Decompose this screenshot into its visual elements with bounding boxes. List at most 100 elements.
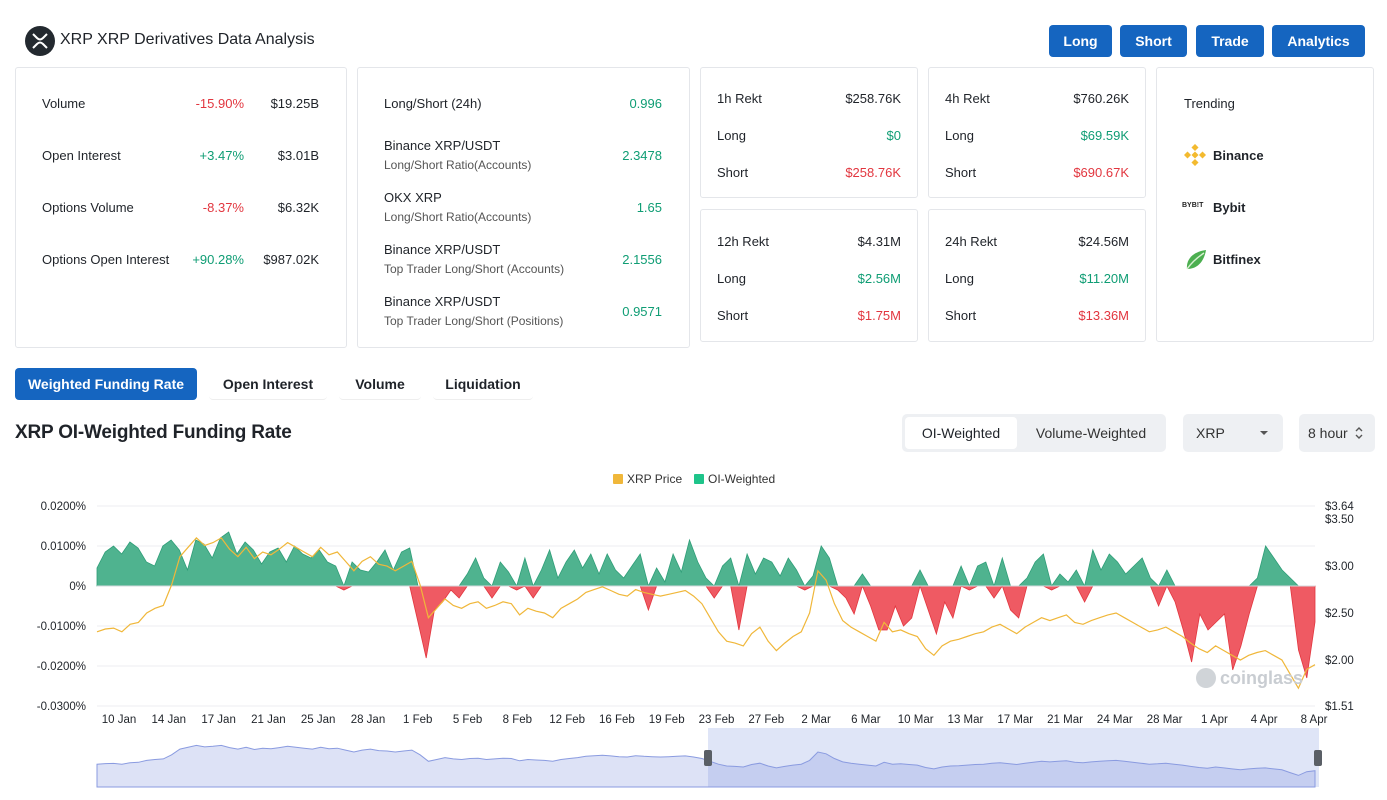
ratio-subtitle: Long/Short Ratio(Accounts) [384,158,532,172]
long-button[interactable]: Long [1049,25,1112,57]
x-tick: 4 Apr [1251,714,1278,726]
ratio-subtitle: Top Trader Long/Short (Accounts) [384,262,565,276]
oi-weighted-button[interactable]: OI-Weighted [905,417,1017,449]
legend-item-oi-weighted[interactable]: OI-Weighted [694,472,775,486]
rekt-short-label: Short [717,165,749,180]
ratio-title: Long/Short (24h) [384,96,482,111]
rekt-long-label: Long [717,128,746,143]
ratio-title: Binance XRP/USDT [384,294,501,309]
y-tick-left: 0% [69,581,86,593]
trade-button[interactable]: Trade [1196,25,1264,57]
x-tick: 24 Mar [1097,714,1133,726]
x-tick: 2 Mar [801,714,831,726]
y-tick-left: -0.0200% [37,661,86,673]
x-tick: 1 Feb [403,714,432,726]
tab-volume[interactable]: Volume [339,368,421,400]
trending-item-bybit[interactable]: Bybit [1213,200,1246,215]
rekt-short-label: Short [945,308,977,323]
legend-swatch [694,474,704,484]
stat-value: $6.32K [277,200,319,215]
funding-negative-area [97,584,1316,679]
trending-title: Trending [1184,96,1235,111]
x-tick: 23 Feb [699,714,735,726]
rekt-label: 12h Rekt [717,234,770,249]
xrp-logo-icon [25,26,55,56]
rekt-total: $24.56M [1078,234,1129,249]
rekt-long-value: $0 [886,128,901,143]
rekt-total: $4.31M [857,234,901,249]
x-tick: 14 Jan [152,714,187,726]
x-tick: 19 Feb [649,714,685,726]
stat-label: Volume [42,96,86,111]
x-tick: 21 Jan [251,714,286,726]
rekt-label: 24h Rekt [945,234,998,249]
rekt-long-value: $69.59K [1080,128,1129,143]
x-tick: 10 Jan [102,714,137,726]
interval-select-value: 8 hour [1308,425,1348,441]
funding-positive-area [96,531,1315,588]
rekt-long-label: Long [717,271,746,286]
rekt-short-label: Short [717,308,749,323]
ratio-value: 2.3478 [622,148,662,163]
xrp-price-line [96,537,1316,690]
analytics-button[interactable]: Analytics [1272,25,1365,57]
x-tick: 13 Mar [948,714,984,726]
x-tick: 10 Mar [898,714,934,726]
stat-label: Open Interest [42,148,121,163]
x-tick: 12 Feb [549,714,585,726]
rekt-long-value: $11.20M [1079,271,1129,286]
coinglass-logo-icon [1196,668,1216,688]
symbol-select[interactable]: XRP [1183,414,1283,452]
ratio-title: Binance XRP/USDT [384,138,501,153]
trending-card: Trending Binance BYB!T Bybit Bitfinex [1156,67,1374,342]
ratio-value: 0.9571 [622,304,662,319]
stat-label: Options Volume [42,200,134,215]
trending-item-binance[interactable]: Binance [1213,148,1264,163]
rekt-short-label: Short [945,165,977,180]
y-tick-right: $1.51 [1325,701,1354,713]
symbol-select-value: XRP [1196,425,1225,441]
navigator-selection [708,728,1319,787]
legend-label: OI-Weighted [708,472,776,486]
tab-open-interest[interactable]: Open Interest [209,368,327,400]
x-tick: 21 Mar [1047,714,1083,726]
x-tick: 16 Feb [599,714,635,726]
rekt-total: $760.26K [1073,91,1129,106]
x-tick: 27 Feb [748,714,784,726]
ratio-title: OKX XRP [384,190,442,205]
bybit-logo-icon: BYB!T [1182,202,1204,209]
caret-down-icon [1260,431,1268,435]
legend-item-price[interactable]: XRP Price [613,472,682,486]
navigator-handle[interactable] [704,750,712,766]
ratio-subtitle: Long/Short Ratio(Accounts) [384,210,532,224]
navigator-handle[interactable] [1314,750,1322,766]
interval-select[interactable]: 8 hour [1299,414,1375,452]
bitfinex-logo-icon [1186,250,1206,270]
x-tick: 17 Mar [997,714,1033,726]
x-tick: 8 Feb [503,714,532,726]
page-title: XRP XRP Derivatives Data Analysis [60,31,315,48]
rekt-short-value: $1.75M [857,308,901,323]
y-tick-left: 0.0100% [41,541,86,553]
rekt-24h-card: 24h Rekt $24.56M Long $11.20M Short $13.… [928,209,1146,342]
short-button[interactable]: Short [1120,25,1187,57]
volume-weighted-button[interactable]: Volume-Weighted [1035,425,1147,441]
ratio-value: 2.1556 [622,252,662,267]
rekt-label: 1h Rekt [717,91,762,106]
rekt-12h-card: 12h Rekt $4.31M Long $2.56M Short $1.75M [700,209,918,342]
funding-rate-chart[interactable]: 0.0200% 0.0100% 0% -0.0100% -0.0200% -0.0300%… [0,490,1387,800]
stat-change: +3.47% [199,148,244,163]
x-tick: 28 Jan [351,714,386,726]
legend-label: XRP Price [627,472,683,486]
trending-item-bitfinex[interactable]: Bitfinex [1213,252,1261,267]
stat-change: -8.37% [202,200,244,215]
y-tick-right: $2.50 [1325,608,1354,620]
binance-logo-icon [1184,144,1206,166]
y-tick-left: -0.0100% [37,621,86,633]
chart-title: XRP OI-Weighted Funding Rate [15,422,292,443]
rekt-4h-card: 4h Rekt $760.26K Long $69.59K Short $690… [928,67,1146,198]
x-tick: 8 Apr [1301,714,1328,726]
rekt-label: 4h Rekt [945,91,990,106]
tab-liquidation[interactable]: Liquidation [433,368,533,400]
tab-weighted-funding-rate[interactable]: Weighted Funding Rate [15,368,197,400]
